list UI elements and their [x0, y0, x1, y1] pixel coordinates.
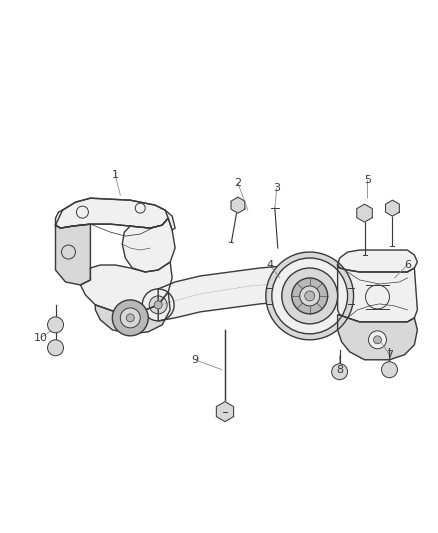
Polygon shape — [122, 218, 175, 272]
Circle shape — [48, 317, 64, 333]
Circle shape — [120, 308, 140, 328]
Text: 2: 2 — [234, 178, 241, 188]
Circle shape — [368, 331, 386, 349]
Text: 8: 8 — [336, 365, 343, 375]
Text: 4: 4 — [266, 260, 273, 270]
Polygon shape — [338, 250, 417, 272]
Circle shape — [366, 285, 389, 309]
Polygon shape — [158, 264, 310, 321]
Circle shape — [292, 278, 328, 314]
Circle shape — [282, 268, 338, 324]
Text: 3: 3 — [273, 183, 280, 193]
Circle shape — [300, 286, 320, 306]
Circle shape — [112, 300, 148, 336]
Circle shape — [135, 203, 145, 213]
Circle shape — [142, 289, 174, 321]
Text: 1: 1 — [112, 170, 119, 180]
Text: 6: 6 — [404, 260, 411, 270]
Polygon shape — [338, 265, 417, 322]
Text: 5: 5 — [364, 175, 371, 185]
Circle shape — [48, 340, 64, 356]
Circle shape — [126, 314, 134, 322]
Text: 9: 9 — [191, 355, 199, 365]
Circle shape — [305, 291, 314, 301]
Circle shape — [272, 258, 348, 334]
Polygon shape — [216, 402, 233, 422]
Polygon shape — [231, 197, 245, 213]
Circle shape — [154, 301, 162, 309]
Polygon shape — [385, 200, 399, 216]
Polygon shape — [56, 198, 175, 230]
Text: 10: 10 — [34, 333, 48, 343]
Circle shape — [61, 245, 75, 259]
Circle shape — [77, 206, 88, 218]
Text: 7: 7 — [386, 350, 393, 360]
Polygon shape — [56, 224, 90, 285]
Circle shape — [299, 271, 321, 293]
Circle shape — [332, 364, 348, 379]
Polygon shape — [338, 315, 417, 360]
Polygon shape — [357, 204, 372, 222]
Circle shape — [381, 362, 397, 378]
Circle shape — [291, 263, 328, 301]
Polygon shape — [56, 198, 168, 228]
Circle shape — [149, 296, 167, 314]
Circle shape — [266, 252, 353, 340]
Polygon shape — [95, 292, 170, 334]
Polygon shape — [81, 262, 172, 312]
Circle shape — [374, 336, 381, 344]
